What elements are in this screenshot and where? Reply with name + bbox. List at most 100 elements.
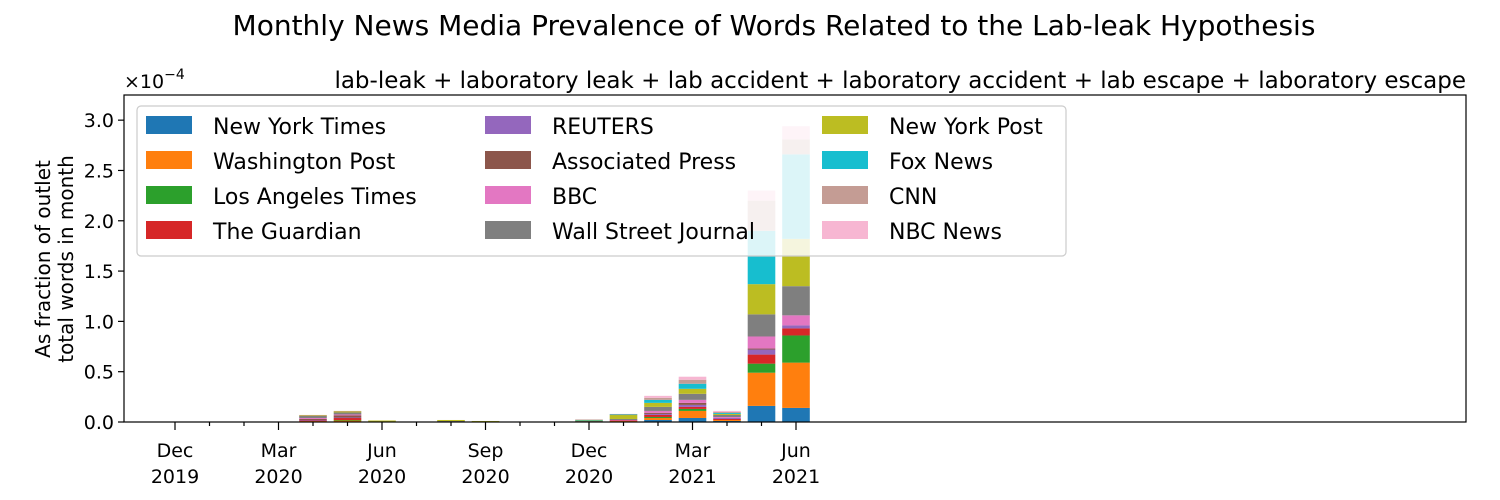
bar-segment	[644, 410, 672, 413]
bar-segment	[644, 402, 672, 407]
chart-subtitle: lab-leak + laboratory leak + lab acciden…	[334, 68, 1466, 94]
bar-segment	[333, 415, 362, 418]
y-tick-label: 3.0	[84, 110, 114, 132]
bar-segment	[333, 411, 362, 413]
legend-swatch	[146, 151, 192, 169]
bar-segment	[609, 414, 638, 416]
bar-segment	[644, 397, 672, 400]
bar-segment	[747, 363, 776, 373]
legend-swatch	[485, 186, 531, 204]
legend-label: Washington Post	[213, 150, 396, 175]
legend-swatch	[485, 151, 531, 169]
legend-swatch	[146, 186, 192, 204]
bar-segment	[575, 419, 603, 421]
legend-swatch	[146, 116, 192, 134]
legend-swatch	[822, 186, 868, 204]
y-scale-base: ×10	[124, 71, 164, 93]
x-tick-label-month: Sep	[468, 440, 504, 462]
legend-label: Wall Street Journal	[552, 220, 755, 245]
legend-label: New York Times	[213, 115, 386, 140]
chart-title: Monthly News Media Prevalence of Words R…	[233, 9, 1316, 42]
bar-segment	[333, 417, 362, 419]
x-tick-label-month: Mar	[675, 440, 711, 462]
bar-segment	[368, 420, 396, 422]
bar-segment	[782, 335, 810, 363]
bar-segment	[678, 383, 707, 389]
x-tick-label-month: Jun	[780, 440, 811, 462]
legend-swatch	[485, 116, 531, 134]
x-tick-label-year: 2020	[565, 466, 613, 488]
bar-segment	[782, 328, 810, 336]
bar-segment	[575, 420, 603, 422]
bar-segment	[644, 399, 672, 403]
x-tick-label-year: 2019	[151, 466, 199, 488]
y-tick-label: 2.5	[84, 160, 114, 182]
bar-segment	[713, 419, 741, 421]
bar-segment	[644, 413, 672, 415]
bar-segment	[782, 362, 810, 408]
bar-segment	[747, 372, 776, 406]
bar-segment	[644, 416, 672, 418]
x-tick-label-year: 2020	[358, 466, 406, 488]
bar-segment	[678, 388, 707, 394]
bar-segment	[713, 417, 741, 419]
bar-segment	[609, 413, 638, 415]
legend-label: Fox News	[889, 150, 993, 175]
legend: New York Times Washington Post Los Angeles…	[136, 105, 1067, 257]
y-tick-label: 1.0	[84, 311, 114, 333]
bar-segment	[713, 411, 741, 413]
legend-label: BBC	[552, 185, 597, 210]
bar-segment	[747, 336, 776, 349]
bar-segment	[782, 286, 810, 316]
legend-label: New York Post	[889, 115, 1043, 140]
y-tick-label: 0.5	[84, 362, 114, 384]
bar-segment	[678, 410, 707, 418]
x-axis-ticks: Dec 2019 Mar 2020 Jun 2020 Sep 2020 Dec 2020 Mar 20…	[151, 422, 820, 488]
y-scale-exponent: −4	[164, 67, 185, 83]
legend-label: REUTERS	[552, 115, 654, 140]
bar-segment	[678, 399, 707, 403]
bar-segment	[644, 406, 672, 411]
bar-segment	[299, 415, 327, 417]
bar-segment	[609, 420, 638, 422]
y-tick-label: 2.0	[84, 211, 114, 233]
y-scale-label: ×10−4	[124, 67, 185, 93]
legend-swatch	[822, 221, 868, 239]
bar-segment	[713, 410, 741, 412]
y-tick-label: 0.0	[84, 412, 114, 434]
bar-segment	[644, 419, 672, 422]
bar-segment	[299, 417, 327, 419]
legend-label: CNN	[889, 185, 937, 210]
bar-segment	[678, 408, 707, 411]
x-tick-label-year: 2021	[772, 466, 820, 488]
bar-segment	[713, 414, 741, 417]
bar-segment	[782, 325, 810, 329]
bar-segment	[644, 412, 672, 414]
bar-segment	[299, 415, 327, 418]
bar-segment	[713, 412, 741, 414]
bar-segment	[678, 417, 707, 422]
bar-segment	[747, 354, 776, 364]
bar-segment	[299, 414, 327, 416]
bar-segment	[333, 417, 362, 420]
bar-segment	[333, 410, 362, 412]
bar-segment	[678, 404, 707, 407]
bar-segment	[678, 406, 707, 409]
bar-segment	[299, 418, 327, 420]
x-tick-label-month: Jun	[366, 440, 397, 462]
bar-segment	[747, 349, 776, 355]
bar-segment	[678, 376, 707, 380]
legend-label: Los Angeles Times	[213, 185, 417, 210]
legend-frame	[136, 105, 1067, 257]
bar-segment	[299, 420, 327, 422]
bar-segment	[575, 420, 603, 422]
bar-segment	[782, 407, 810, 422]
y-axis-ticks: 0.0 0.5 1.0 1.5 2.0 2.5 3.0	[84, 110, 124, 434]
bar-segment	[747, 348, 776, 350]
bar-segment	[609, 418, 638, 420]
bar-segment	[299, 419, 327, 421]
bar-segment	[644, 417, 672, 420]
legend-swatch	[485, 221, 531, 239]
x-tick-label-year: 2020	[254, 466, 302, 488]
